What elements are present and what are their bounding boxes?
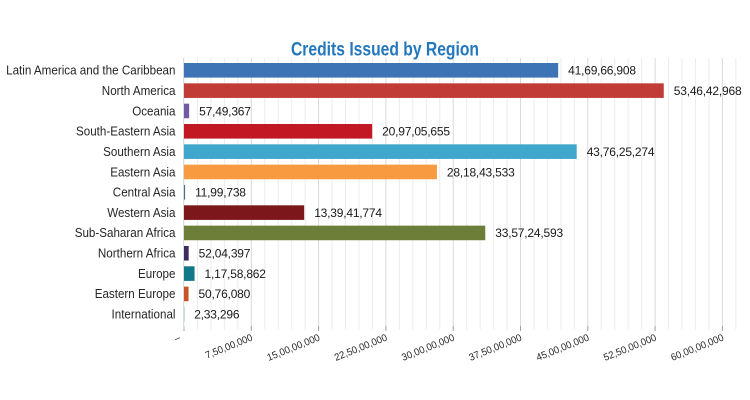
- svg-text:International: International: [112, 308, 176, 322]
- svg-text:28,18,43,533: 28,18,43,533: [447, 165, 515, 179]
- svg-text:53,46,42,968: 53,46,42,968: [674, 84, 742, 98]
- svg-text:20,97,05,655: 20,97,05,655: [382, 125, 450, 139]
- svg-text:50,76,080: 50,76,080: [199, 287, 251, 301]
- svg-text:Central Asia: Central Asia: [113, 186, 176, 200]
- svg-text:Europe: Europe: [138, 267, 176, 281]
- svg-text:57,49,367: 57,49,367: [199, 104, 251, 118]
- svg-text:41,69,66,908: 41,69,66,908: [568, 64, 636, 78]
- svg-text:Northern Africa: Northern Africa: [98, 247, 176, 261]
- svg-text:Credits Issued by Region: Credits Issued by Region: [291, 39, 479, 61]
- svg-text:South-Eastern Asia: South-Eastern Asia: [76, 125, 176, 139]
- svg-text:–: –: [173, 332, 183, 344]
- svg-text:Latin America and the Caribbea: Latin America and the Caribbean: [6, 64, 175, 78]
- svg-text:Eastern Europe: Eastern Europe: [95, 287, 176, 301]
- svg-text:Southern Asia: Southern Asia: [103, 145, 175, 159]
- svg-text:43,76,25,274: 43,76,25,274: [587, 145, 655, 159]
- svg-text:North America: North America: [102, 84, 176, 98]
- svg-text:Western Asia: Western Asia: [107, 206, 175, 220]
- svg-text:1,17,58,862: 1,17,58,862: [205, 267, 267, 281]
- svg-text:52,04,397: 52,04,397: [199, 247, 251, 261]
- svg-text:Sub-Saharan Africa: Sub-Saharan Africa: [75, 226, 176, 240]
- svg-text:2,33,296: 2,33,296: [194, 308, 240, 322]
- svg-text:11,99,738: 11,99,738: [195, 186, 246, 200]
- svg-text:33,57,24,593: 33,57,24,593: [495, 226, 563, 240]
- svg-text:Eastern Asia: Eastern Asia: [110, 165, 175, 179]
- svg-text:13,39,41,774: 13,39,41,774: [314, 206, 382, 220]
- svg-text:Oceania: Oceania: [132, 104, 175, 118]
